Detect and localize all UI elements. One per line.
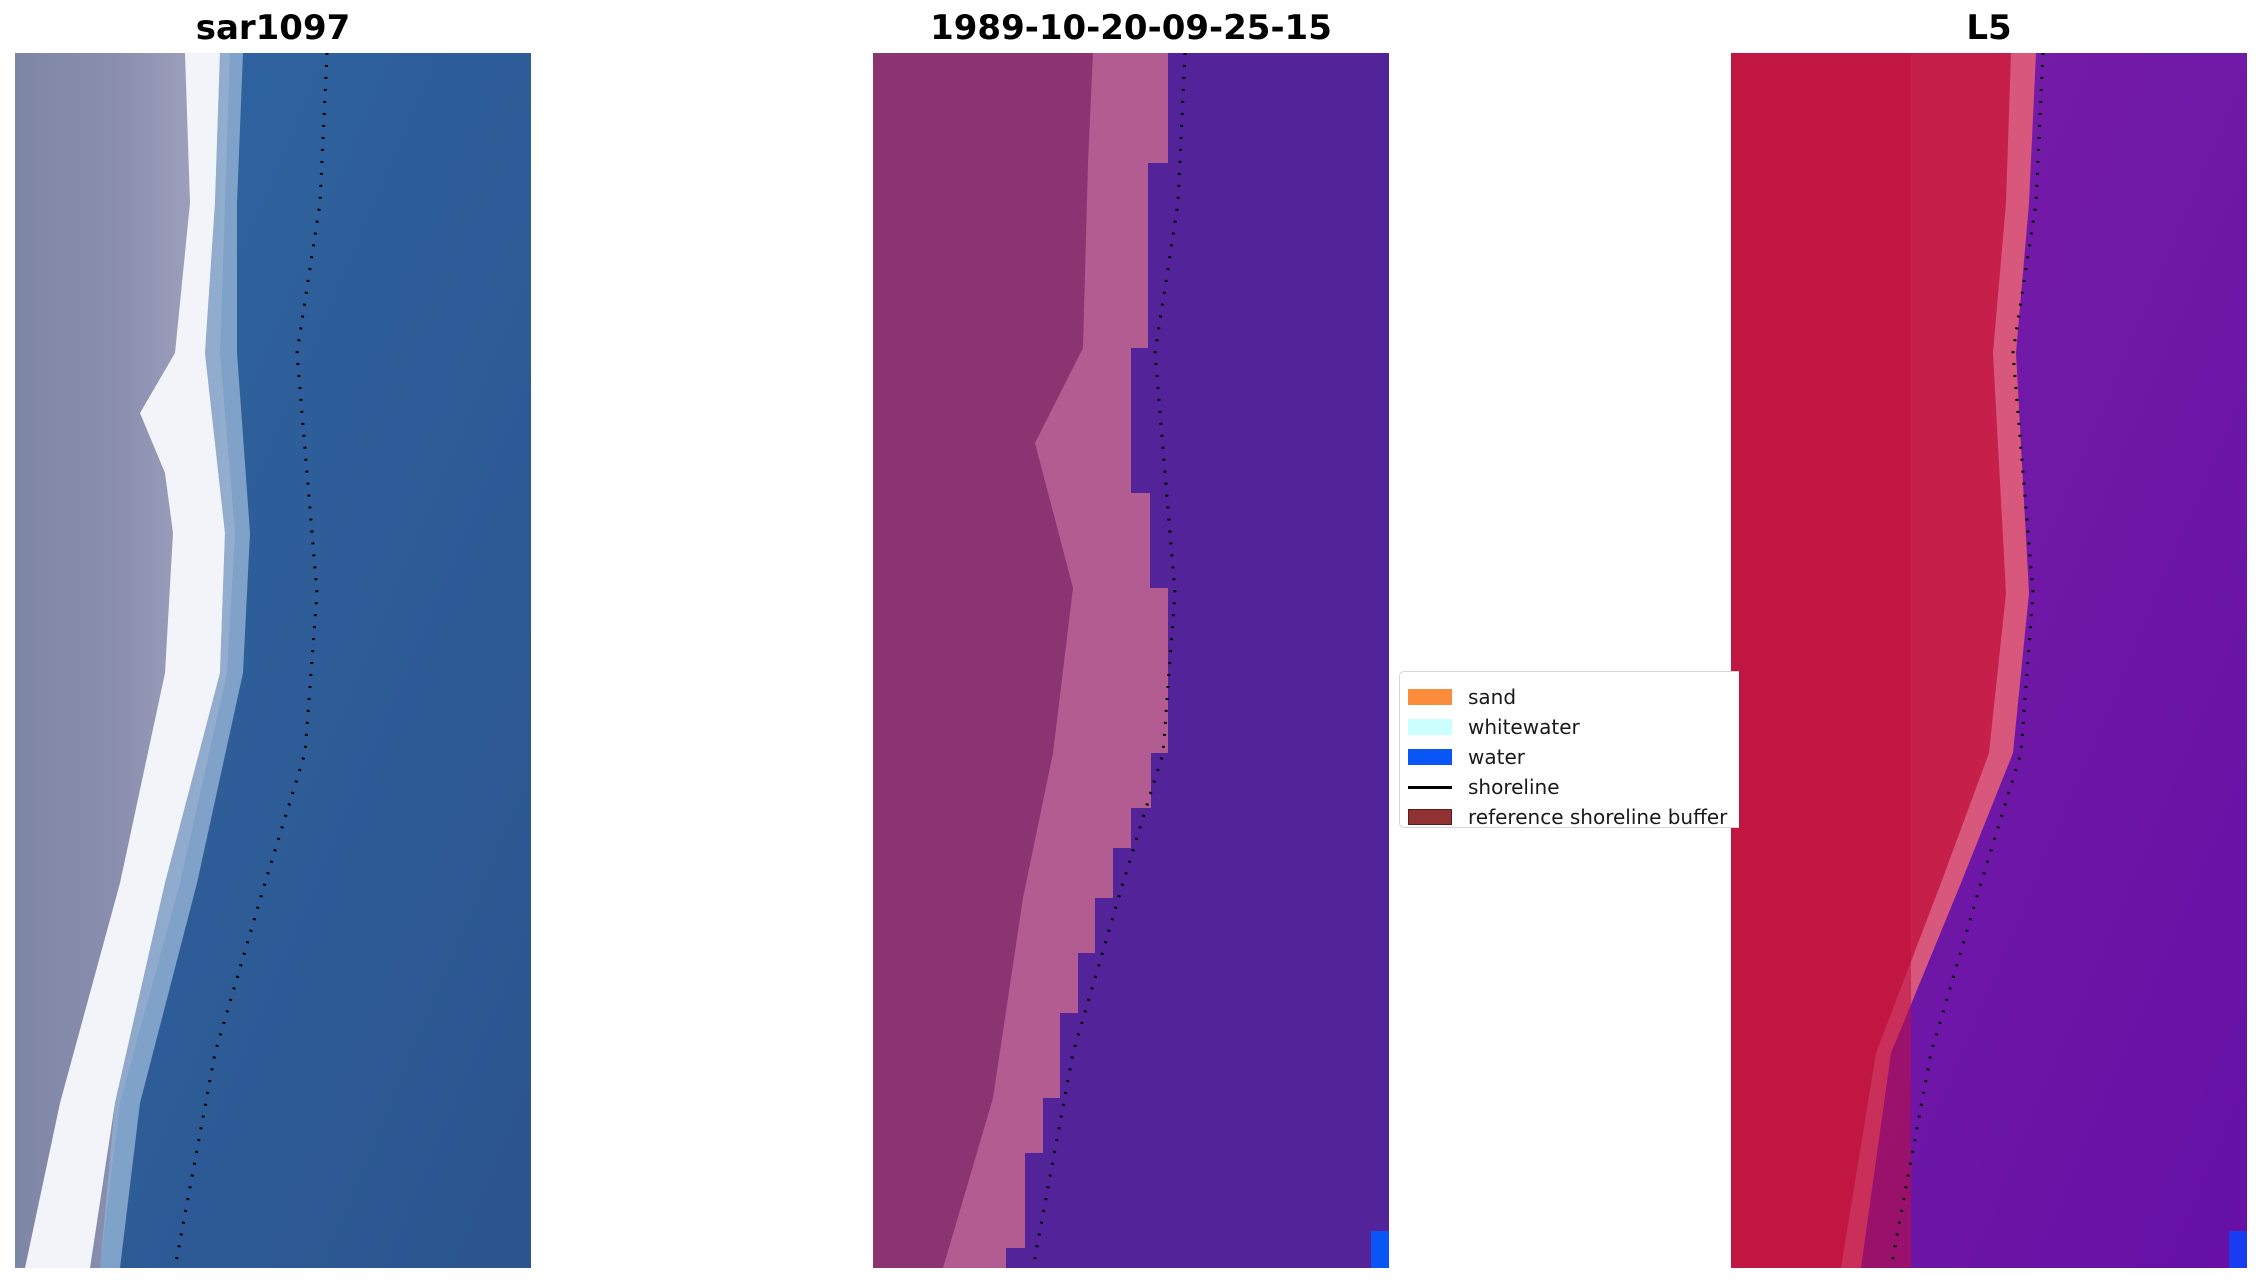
false-color-image — [1731, 53, 2247, 1268]
sand-swatch — [1408, 689, 1452, 705]
legend-item-reference-buffer: reference shoreline buffer — [1408, 802, 1728, 828]
classified-image — [873, 53, 1389, 1268]
whitewater-swatch — [1408, 719, 1452, 735]
legend-item-whitewater: whitewater — [1408, 712, 1580, 742]
legend-label-sand: sand — [1468, 685, 1517, 709]
legend-item-sand: sand — [1408, 682, 1516, 712]
inland-area — [1731, 53, 1911, 1268]
false-color-image-panel — [1731, 53, 2247, 1268]
legend-item-water: water — [1408, 742, 1525, 772]
water-swatch — [1408, 749, 1452, 765]
wet-sand-band — [100, 53, 250, 1268]
panel-title-rgb: sar1097 — [195, 8, 351, 48]
land-class-area — [873, 53, 1093, 1268]
panel-title-satellite: L5 — [1966, 8, 2012, 48]
classified-image-panel — [873, 53, 1389, 1268]
true-color-image-panel — [15, 53, 531, 1268]
legend-label-water: water — [1468, 745, 1525, 769]
panel-title-date: 1989-10-20-09-25-15 — [930, 8, 1332, 48]
legend: sand whitewater water shoreline referenc… — [1399, 671, 1739, 828]
legend-label-shoreline: shoreline — [1468, 775, 1560, 799]
water-pixel — [1371, 1231, 1389, 1268]
surf-zone — [25, 53, 225, 1268]
legend-item-shoreline: shoreline — [1408, 772, 1560, 802]
true-color-image — [15, 53, 531, 1268]
water-pixel — [2229, 1231, 2247, 1268]
shoreline-swatch — [1408, 785, 1452, 789]
reference-buffer-swatch — [1408, 809, 1452, 825]
legend-label-reference-buffer: reference shoreline buffer — [1468, 805, 1728, 828]
legend-label-whitewater: whitewater — [1468, 715, 1580, 739]
